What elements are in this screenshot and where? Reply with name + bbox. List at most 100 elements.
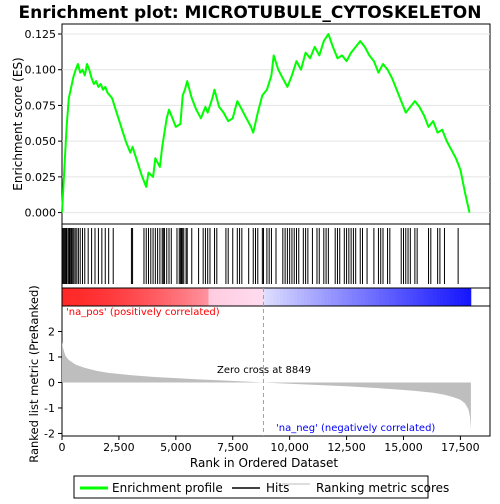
hit-marks — [61, 228, 459, 284]
band-cell — [457, 288, 462, 306]
ranking-metric-area — [62, 341, 471, 430]
band-cell — [102, 288, 107, 306]
rank-y-tick-label: -2 — [44, 427, 55, 440]
band-cell — [133, 288, 138, 306]
es-y-tick-label: 0.125 — [25, 28, 57, 41]
band-cell — [273, 288, 278, 306]
band-cell — [406, 288, 410, 306]
rank-y-axis: -2 -1 0 1 2 — [44, 325, 62, 440]
band-cell — [341, 288, 346, 306]
positive-correlation-label: 'na_pos' (positively correlated) — [66, 307, 220, 318]
band-cell — [351, 288, 356, 306]
band-cell — [181, 288, 186, 306]
rank-y-axis-label: Ranked list metric (PreRanked) — [27, 285, 41, 463]
band-cell — [130, 288, 134, 306]
band-cell — [205, 288, 209, 306]
band-cell — [276, 288, 281, 306]
es-y-axis: 0.000 0.025 0.050 0.075 0.100 0.125 — [25, 28, 62, 220]
rank-x-tick-label: 15,000 — [384, 441, 423, 454]
ranking-color-band — [61, 287, 491, 307]
rank-x-tick-label: 5,000 — [160, 441, 192, 454]
rank-x-axis: 0 2,500 5,000 7,500 10,000 12,500 15,000 17,500 — [59, 436, 480, 454]
es-panel-frame — [61, 23, 491, 225]
band-cell — [375, 288, 380, 306]
es-y-tick-label: 0.050 — [25, 135, 57, 148]
band-cell — [297, 288, 301, 306]
band-cell — [188, 288, 192, 306]
band-cell — [419, 288, 424, 306]
band-cell — [355, 288, 359, 306]
band-cell — [440, 288, 445, 306]
band-cell — [303, 288, 308, 306]
band-cell — [300, 288, 305, 306]
es-y-tick-label: 0.025 — [25, 171, 57, 184]
band-cell — [79, 288, 83, 306]
es-y-tick-label: 0.075 — [25, 99, 57, 112]
band-cell — [269, 288, 274, 306]
band-cell — [290, 288, 295, 306]
band-cell — [242, 288, 247, 306]
band-cell — [385, 288, 390, 306]
band-cell — [433, 288, 438, 306]
band-cell — [167, 288, 172, 306]
band-cell — [153, 288, 158, 306]
band-cell — [409, 288, 414, 306]
rank-x-tick-label: 12,500 — [327, 441, 366, 454]
rank-y-tick-label: 2 — [48, 325, 55, 338]
band-cell — [310, 288, 315, 306]
band-cell — [372, 288, 376, 306]
band-cell — [198, 288, 203, 306]
band-cell — [334, 288, 339, 306]
band-cell — [177, 288, 182, 306]
band-cell — [263, 288, 267, 306]
negative-correlation-label: 'na_neg' (negatively correlated) — [276, 423, 435, 434]
band-cell — [92, 288, 97, 306]
band-cell — [327, 288, 332, 306]
band-cell — [365, 288, 370, 306]
band-cell — [164, 288, 169, 306]
band-cell — [211, 288, 216, 306]
band-cell — [423, 288, 427, 306]
band-cell — [436, 288, 441, 306]
band-cell — [443, 288, 448, 306]
band-cell — [368, 288, 373, 306]
band-cell — [208, 288, 213, 306]
band-cell — [395, 288, 400, 306]
band-cell — [119, 288, 124, 306]
band-cell — [184, 288, 189, 306]
band-cell — [65, 288, 70, 306]
enrichment-profile-line — [61, 33, 471, 213]
band-cell — [228, 288, 233, 306]
rank-x-tick-label: 0 — [59, 441, 66, 454]
band-cell — [245, 288, 250, 306]
legend-profile-label: Enrichment profile — [112, 481, 223, 495]
band-cell — [75, 288, 80, 306]
rank-y-tick-label: 0 — [48, 376, 55, 389]
band-cell — [450, 288, 455, 306]
band-cells — [62, 288, 472, 306]
band-cell — [136, 288, 141, 306]
rank-panel-frame — [61, 305, 491, 437]
band-cell — [68, 288, 73, 306]
band-cell — [160, 288, 165, 306]
legend-frame — [73, 475, 429, 499]
band-cell — [171, 288, 175, 306]
es-y-tick-label: 0.000 — [25, 207, 57, 220]
band-cell — [72, 288, 77, 306]
band-cell — [402, 288, 407, 306]
es-y-tick-label: 0.100 — [25, 64, 57, 77]
band-cell — [62, 288, 66, 306]
band-cell — [123, 288, 128, 306]
band-cell — [453, 288, 458, 306]
zero-cross-label: Zero cross at 8849 — [217, 365, 311, 376]
band-cell — [392, 288, 397, 306]
band-cell — [222, 288, 226, 306]
band-cell — [252, 288, 257, 306]
band-cell — [194, 288, 199, 306]
band-cell — [256, 288, 261, 306]
legend-hits-label: Hits — [266, 481, 289, 495]
band-cell — [150, 288, 155, 306]
band-cell — [140, 288, 145, 306]
band-cell — [378, 288, 383, 306]
